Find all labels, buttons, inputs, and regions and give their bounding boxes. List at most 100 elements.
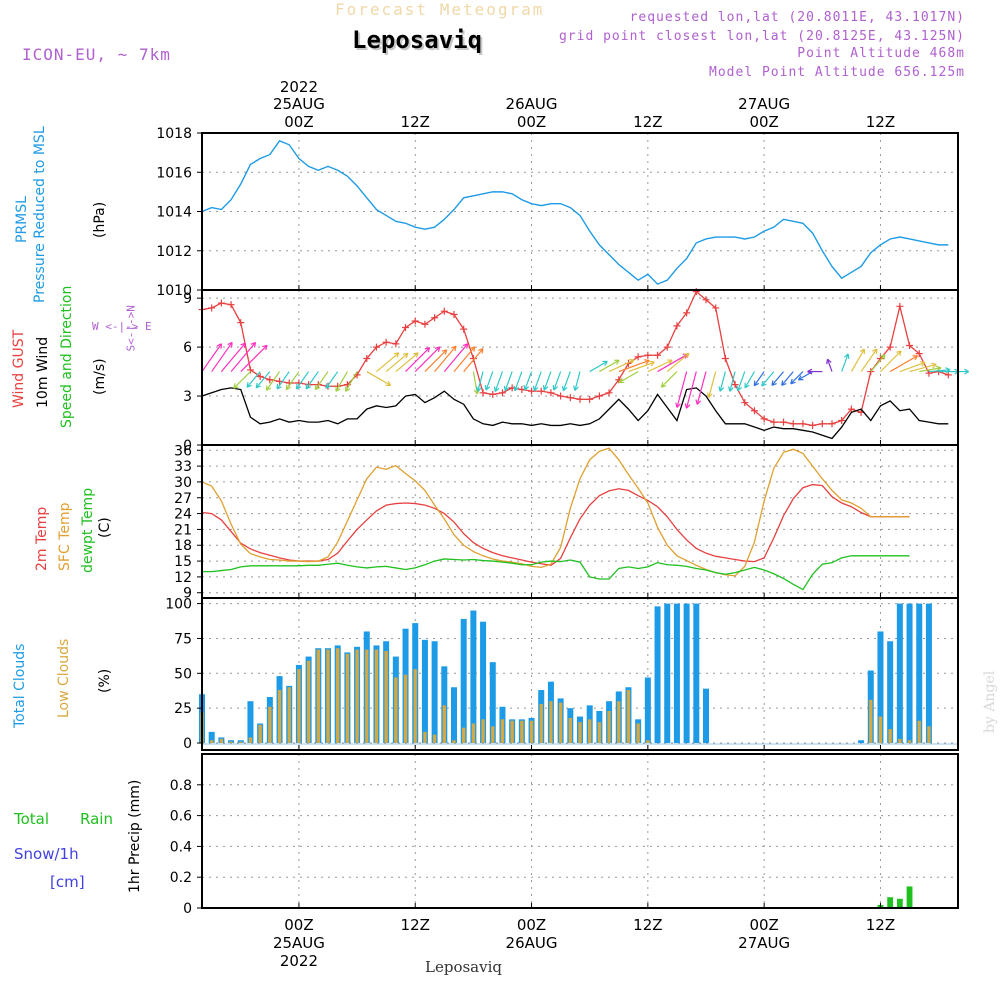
wind-arrow-head <box>523 384 529 391</box>
bottom-time-label: 27AUG <box>738 934 790 952</box>
y-tick-label: 9 <box>183 586 192 602</box>
wind-arrow <box>708 371 717 398</box>
wind-arrow-head <box>532 385 539 392</box>
wind-arrow <box>220 342 246 372</box>
low-cloud-bar <box>442 705 446 744</box>
sfc-temp-line <box>201 447 910 577</box>
wind-arrow <box>608 359 635 373</box>
gust-marker <box>411 317 419 325</box>
wind-arrow <box>771 371 784 386</box>
low-cloud-bar <box>365 649 369 744</box>
gust-marker <box>227 301 235 309</box>
total-cloud-bar <box>858 740 865 744</box>
y-tick-label: 6 <box>183 340 192 356</box>
low-cloud-bar <box>297 669 301 744</box>
gust-marker <box>644 351 652 359</box>
wind-arrow <box>533 371 542 391</box>
wind-arrow <box>889 355 918 373</box>
wind-arrow-head <box>441 349 448 355</box>
wind-arrow-head <box>761 380 767 387</box>
point-altitude: Point Altitude 468m <box>797 46 965 61</box>
y-tick-label: 15 <box>174 554 192 570</box>
y-tick-label: 0 <box>183 901 192 917</box>
wind-arrow <box>618 371 639 384</box>
label-snow: Snow/1h <box>14 845 79 863</box>
total-cloud-bar <box>480 621 487 744</box>
wind-arrow-head <box>807 368 813 375</box>
gust-marker <box>469 355 477 363</box>
low-cloud-bar <box>345 653 350 744</box>
wind-arrow-head <box>781 380 787 386</box>
wind-arrow <box>676 371 688 408</box>
low-cloud-bar <box>510 720 514 744</box>
low-cloud-bar <box>520 720 524 744</box>
wind-arrow <box>899 361 926 373</box>
wind-arrow <box>240 344 268 373</box>
low-cloud-bar <box>336 648 340 744</box>
wind-arrow <box>826 358 833 372</box>
low-cloud-bar <box>481 719 485 744</box>
wind-arrow-head <box>629 358 635 365</box>
wind-arrow <box>514 371 523 391</box>
low-cloud-bar <box>423 731 427 744</box>
footer-location: Leposaviq <box>425 958 502 976</box>
wind-arrow-head <box>462 343 469 349</box>
gust-marker <box>566 394 574 402</box>
low-cloud-bar <box>558 702 563 744</box>
wind-arrow <box>618 359 650 373</box>
wind-arrow <box>589 360 608 373</box>
rain-bar <box>896 898 903 908</box>
gust-marker <box>818 420 826 428</box>
y-tick-label: 24 <box>174 507 192 523</box>
gust-marker <box>266 376 274 384</box>
wind-arrow-head <box>552 384 559 391</box>
wind-arrow <box>860 348 878 372</box>
wind-arrow <box>574 371 581 391</box>
gust-marker <box>944 371 952 379</box>
low-cloud-bar <box>869 699 873 744</box>
gust-marker <box>208 304 216 312</box>
total-cloud-bar <box>470 610 477 744</box>
total-cloud-bar <box>460 618 467 744</box>
wind-arrow <box>685 371 697 409</box>
gust-marker <box>654 351 662 359</box>
top-time-label: 00Z <box>517 113 546 131</box>
gust-marker <box>528 387 536 395</box>
gust-marker <box>392 340 400 348</box>
low-cloud-bar <box>403 674 408 744</box>
gust-marker <box>576 395 584 403</box>
gust-marker <box>760 415 768 423</box>
total-cloud-bar <box>693 603 700 744</box>
total-cloud-bar <box>441 666 448 744</box>
gust-marker <box>896 302 904 310</box>
wind-arrow-head <box>618 377 625 384</box>
gust-marker <box>479 389 487 397</box>
wind-arrow <box>385 352 409 373</box>
gust-marker <box>731 381 739 389</box>
wind-arrow-head <box>675 402 681 408</box>
gust-marker <box>595 392 603 400</box>
grid-point-coords: grid point closest lon,lat (20.8125E, 43… <box>558 29 965 44</box>
gust-marker <box>663 343 671 351</box>
wind-arrow <box>434 345 457 372</box>
top-time-label: 12Z <box>866 113 895 131</box>
low-cloud-bar <box>394 677 398 744</box>
gust-marker <box>586 395 594 403</box>
gust-marker <box>780 418 788 426</box>
gust-marker <box>683 309 691 317</box>
wind-arrow <box>909 363 937 373</box>
wind-arrow <box>211 342 233 372</box>
gust-marker <box>537 387 545 395</box>
label-total-rain-rain: Rain <box>80 810 113 828</box>
gust-marker <box>799 420 807 428</box>
total-cloud-bar <box>208 731 215 744</box>
rain-bar <box>887 897 894 908</box>
wind-arrow-head <box>872 348 878 355</box>
wind-arrow-head <box>345 386 351 392</box>
wind-arrow <box>443 343 469 372</box>
wind-arrow <box>729 371 736 392</box>
y-tick-label: 75 <box>174 631 192 647</box>
wind-arrow <box>414 346 441 373</box>
bottom-time-label: 26AUG <box>506 934 558 952</box>
wind-arrow-head <box>797 375 804 381</box>
